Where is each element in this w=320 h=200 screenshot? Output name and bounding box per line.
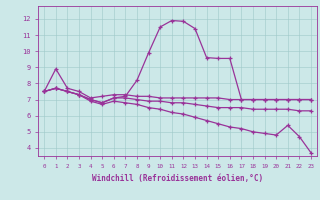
X-axis label: Windchill (Refroidissement éolien,°C): Windchill (Refroidissement éolien,°C)	[92, 174, 263, 183]
